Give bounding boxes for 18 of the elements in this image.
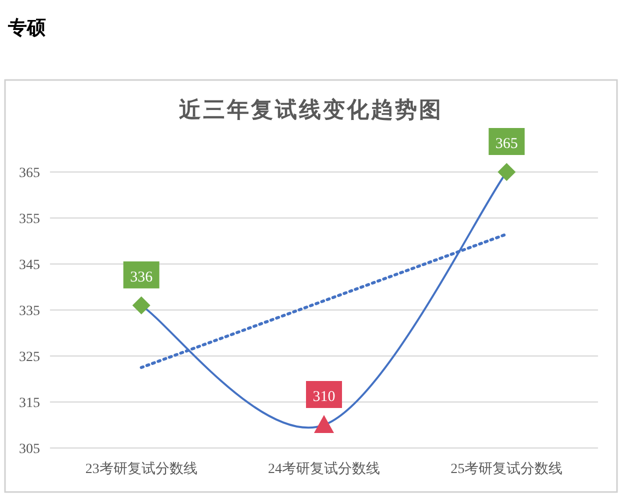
data-label: 365 bbox=[495, 136, 518, 152]
y-tick-label: 325 bbox=[19, 350, 40, 365]
y-tick-label: 315 bbox=[19, 396, 40, 411]
y-tick-label: 355 bbox=[19, 212, 40, 227]
y-tick-label: 305 bbox=[19, 442, 40, 457]
y-tick-label: 335 bbox=[19, 304, 40, 319]
point bbox=[498, 163, 516, 181]
point bbox=[314, 415, 334, 433]
x-tick-label: 24考研复试分数线 bbox=[268, 461, 380, 477]
point bbox=[132, 296, 150, 314]
data-label: 336 bbox=[130, 269, 154, 286]
y-tick-label: 345 bbox=[19, 258, 40, 273]
data-label: 310 bbox=[312, 389, 336, 405]
y-tick-label: 365 bbox=[19, 166, 40, 181]
x-tick-label: 25考研复试分数线 bbox=[450, 461, 563, 477]
text: 专硕 bbox=[7, 17, 46, 39]
x-tick-label: 23考研复试分数线 bbox=[85, 461, 198, 477]
chart-title: 近三年复试线变化趋势图 bbox=[178, 97, 443, 122]
